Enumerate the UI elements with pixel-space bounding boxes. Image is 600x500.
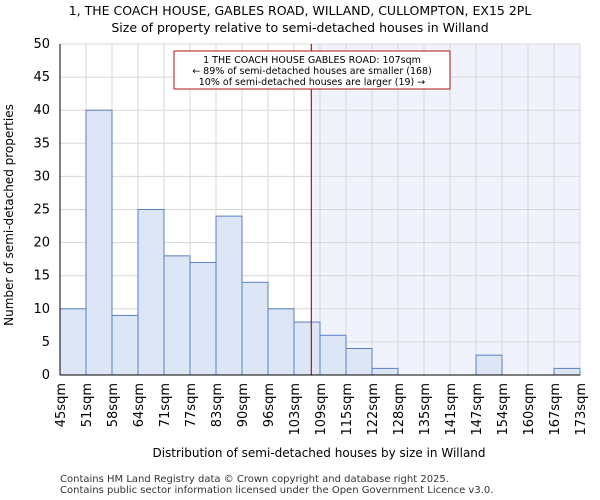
chart-title: 1, THE COACH HOUSE, GABLES ROAD, WILLAND… bbox=[68, 3, 532, 18]
histogram-bar bbox=[319, 334, 347, 376]
x-tick-label: 103sqm bbox=[288, 383, 303, 436]
histogram-bar bbox=[189, 261, 217, 376]
annotation-line: ← 89% of semi-detached houses are smalle… bbox=[192, 66, 432, 77]
x-tick-label: 173sqm bbox=[574, 383, 589, 436]
y-axis-label: Number of semi-detached properties bbox=[2, 104, 16, 326]
y-tick-label: 10 bbox=[33, 302, 50, 317]
annotation-box bbox=[173, 50, 451, 90]
chart-subtitle: Size of property relative to semi-detach… bbox=[111, 20, 489, 35]
x-tick-label: 167sqm bbox=[548, 383, 563, 436]
x-axis-label: Distribution of semi-detached houses by … bbox=[152, 446, 485, 460]
x-tick-label: 90sqm bbox=[236, 383, 251, 427]
y-tick-label: 35 bbox=[33, 136, 50, 151]
y-tick-label: 5 bbox=[42, 335, 50, 350]
histogram-bar bbox=[553, 367, 581, 376]
y-tick-label: 20 bbox=[33, 236, 50, 251]
x-tick-label: 109sqm bbox=[314, 383, 329, 436]
x-tick-label: 115sqm bbox=[340, 383, 355, 436]
x-tick-label: 51sqm bbox=[80, 383, 95, 427]
histogram-bar bbox=[293, 321, 321, 376]
histogram-bar bbox=[59, 308, 87, 376]
x-tick-label: 122sqm bbox=[366, 383, 381, 436]
x-tick-label: 58sqm bbox=[106, 383, 121, 427]
x-tick-label: 135sqm bbox=[418, 383, 433, 436]
x-tick-label: 128sqm bbox=[392, 383, 407, 436]
x-tick-label: 45sqm bbox=[54, 383, 69, 427]
histogram-bar bbox=[215, 215, 243, 376]
histogram-bar bbox=[475, 354, 503, 376]
annotation-line: 1 THE COACH HOUSE GABLES ROAD: 107sqm bbox=[203, 55, 421, 66]
x-tick-label: 141sqm bbox=[444, 383, 459, 436]
histogram-bar bbox=[345, 348, 373, 376]
histogram-bar bbox=[241, 281, 269, 376]
y-tick-label: 15 bbox=[33, 269, 50, 284]
footer-licence: Contains public sector information licen… bbox=[60, 485, 494, 496]
x-tick-label: 160sqm bbox=[522, 383, 537, 436]
histogram-bar bbox=[137, 209, 165, 376]
histogram-bar bbox=[371, 367, 399, 376]
annotation-line: 10% of semi-detached houses are larger (… bbox=[199, 77, 426, 88]
footer-copyright: Contains HM Land Registry data © Crown c… bbox=[60, 474, 449, 485]
x-tick-label: 96sqm bbox=[262, 383, 277, 427]
y-tick-label: 50 bbox=[33, 37, 50, 52]
histogram-bar bbox=[111, 314, 139, 376]
x-tick-label: 77sqm bbox=[184, 383, 199, 427]
y-tick-label: 25 bbox=[33, 203, 50, 218]
histogram-bar bbox=[163, 255, 191, 376]
y-tick-label: 45 bbox=[33, 70, 50, 85]
histogram-bar bbox=[85, 109, 113, 376]
x-tick-label: 83sqm bbox=[210, 383, 225, 427]
x-tick-label: 147sqm bbox=[470, 383, 485, 436]
x-tick-label: 154sqm bbox=[496, 383, 511, 436]
y-tick-label: 30 bbox=[33, 169, 50, 184]
y-tick-label: 40 bbox=[33, 103, 50, 118]
x-tick-label: 64sqm bbox=[132, 383, 147, 427]
y-tick-label: 0 bbox=[42, 368, 50, 383]
x-tick-label: 71sqm bbox=[158, 383, 173, 427]
histogram-bar bbox=[267, 308, 295, 376]
